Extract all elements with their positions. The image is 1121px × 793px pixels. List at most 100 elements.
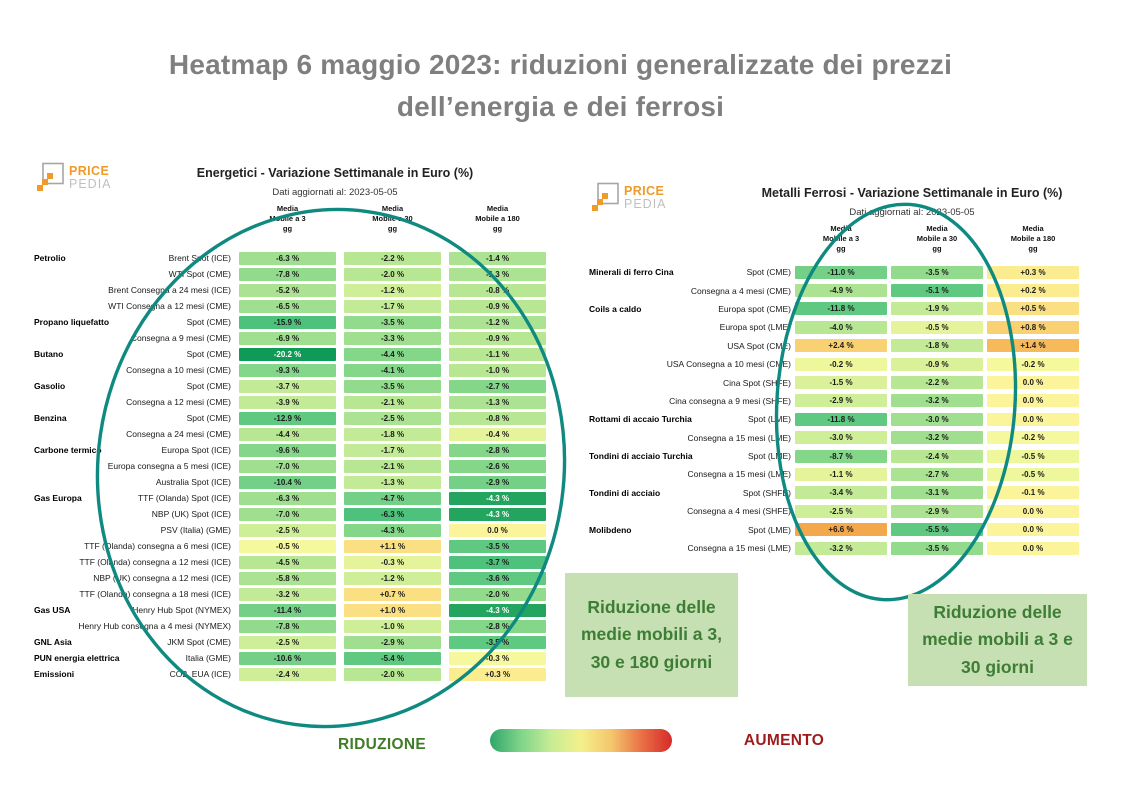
heatmap-row: Consegna a 15 mesi (LME) -3.2 % -3.5 % 0.0 …	[585, 539, 1110, 557]
series-label: Australia Spot (ICE)	[155, 477, 231, 487]
pricepedia-logo-icon	[592, 182, 619, 211]
heatmap-row: Carbone termico Europa Spot (ICE) -9.6 % -1…	[30, 442, 555, 458]
series-label: CO2, EUA (ICE)	[169, 669, 231, 679]
heatmap-row: TTF (Olanda) consegna a 6 mesi (ICE) -0.5…	[30, 538, 555, 554]
series-label: Cina Spot (SHFE)	[722, 377, 791, 388]
row-label-zone: GNL Asia JKM Spot (CME)	[30, 634, 231, 650]
heatmap-row: Petrolio Brent Spot (ICE) -6.3 % -2.2 % -1.4…	[30, 250, 555, 266]
heatmap-cell: -1.1 %	[795, 467, 887, 481]
heatmap-cell: -2.8 %	[449, 443, 546, 457]
heatmap-row: Butano Spot (CME) -20.2 % -4.4 % -1.1 %	[30, 346, 555, 362]
heatmap-cell: -10.6 %	[239, 651, 336, 665]
heatmap-row: Minerali di ferro Cina Spot (CME) -11.0 % -…	[585, 263, 1110, 281]
series-label: Spot (LME)	[748, 524, 791, 535]
series-label: Spot (CME)	[186, 413, 231, 423]
heatmap-cell: -0.2 %	[795, 357, 887, 371]
heatmap-cell: -1.1 %	[449, 347, 546, 361]
heatmap-cell: -15.9 %	[239, 315, 336, 329]
series-label: TTF (Olanda) Spot (ICE)	[137, 493, 231, 503]
table-subtitle-metalli: Dati aggiornati al: 2023-05-05	[849, 207, 975, 218]
heatmap-row: Gas Europa TTF (Olanda) Spot (ICE) -6.3 % -…	[30, 490, 555, 506]
row-label-zone: Consegna a 15 mesi (LME)	[585, 429, 791, 447]
heatmap-row: Tondini di acciaio Spot (SHFE) -3.4 % -3.1 …	[585, 484, 1110, 502]
heatmap-cell: -0.2 %	[987, 357, 1079, 371]
heatmap-cell: -1.7 %	[344, 443, 441, 457]
pricepedia-logo: PRICE PEDIA	[35, 162, 112, 194]
category-label: Rottami di accaio Turchia	[589, 414, 692, 425]
row-label-zone: Consegna a 12 mesi (CME)	[30, 394, 231, 410]
series-label: Henry Hub Spot (NYMEX)	[132, 605, 231, 615]
heatmap-cell: -2.5 %	[344, 411, 441, 425]
row-label-zone: Petrolio Brent Spot (ICE)	[30, 250, 231, 266]
heatmap-cell: -1.0 %	[344, 619, 441, 633]
heatmap-cell: -0.9 %	[449, 299, 546, 313]
heatmap-cell: -0.5 %	[891, 320, 983, 334]
heatmap-cell: -1.5 %	[795, 376, 887, 390]
series-label: Italia (GME)	[185, 653, 231, 663]
heatmap-cell: -3.9 %	[239, 395, 336, 409]
category-label: Coils a caldo	[589, 303, 642, 314]
row-label-zone: Australia Spot (ICE)	[30, 474, 231, 490]
series-label: Spot (CME)	[186, 317, 231, 327]
row-label-zone: NBP (UK) consegna a 12 mesi (ICE)	[30, 570, 231, 586]
series-label: Spot (LME)	[748, 414, 791, 425]
heatmap-cell: -4.4 %	[239, 427, 336, 441]
heatmap-cell: -0.9 %	[449, 331, 546, 345]
metalli-ferrosi-heatmap-panel: PRICE PEDIA Metalli Ferrosi - Variazione…	[585, 180, 1110, 600]
heatmap-cell: -1.2 %	[449, 315, 546, 329]
heatmap-cell: -1.4 %	[449, 251, 546, 265]
table-title-energetici: Energetici - Variazione Settimanale in E…	[196, 166, 474, 180]
heatmap-row: Gas USA Henry Hub Spot (NYMEX) -11.4 % +1.0…	[30, 602, 555, 618]
category-label: Tondini di acciaio	[589, 487, 661, 498]
heatmap-cell: -1.3 %	[344, 475, 441, 489]
heatmap-cell: +1.1 %	[344, 539, 441, 553]
category-label: Butano	[34, 349, 64, 359]
heatmap-row: Consegna a 9 mesi (CME) -6.9 % -3.3 % -0.9 …	[30, 330, 555, 346]
heatmap-cell: 0.0 %	[987, 541, 1079, 555]
heatmap-cell: +0.8 %	[987, 320, 1079, 334]
legend-increase-label: AUMENTO	[743, 732, 825, 749]
heatmap-row: Henry Hub consegna a 4 mesi (NYMEX) -7.8 …	[30, 618, 555, 634]
heatmap-cell: -10.4 %	[239, 475, 336, 489]
heatmap-cell: -11.8 %	[795, 302, 887, 316]
heatmap-cell: -3.5 %	[891, 541, 983, 555]
heatmap-cell: -0.5 %	[987, 449, 1079, 463]
heatmap-cell: -3.2 %	[795, 541, 887, 555]
row-label-zone: Consegna a 15 mesi (LME)	[585, 465, 791, 483]
series-label: Consegna a 12 mesi (CME)	[126, 397, 231, 407]
category-label: Carbone termico	[34, 445, 102, 455]
heatmap-cell: -4.9 %	[795, 284, 887, 298]
heatmap-row: Coils a caldo Europa spot (CME) -11.8 % -1.…	[585, 300, 1110, 318]
heatmap-cell: -2.7 %	[449, 379, 546, 393]
heatmap-cell: -2.9 %	[795, 394, 887, 408]
category-label: Minerali di ferro Cina	[589, 267, 674, 278]
row-label-zone: TTF (Olanda) consegna a 12 mesi (ICE)	[30, 554, 231, 570]
heatmap-cell: -3.5 %	[449, 539, 546, 553]
row-label-zone: Consegna a 4 mesi (CME)	[585, 281, 791, 299]
heatmap-cell: -2.1 %	[344, 459, 441, 473]
series-label: Europa spot (LME)	[719, 322, 791, 333]
row-label-zone: Emissioni CO2, EUA (ICE)	[30, 666, 231, 682]
heatmap-row: Emissioni CO2, EUA (ICE) -2.4 % -2.0 % +0.3 …	[30, 666, 555, 682]
heatmap-cell: -7.8 %	[239, 267, 336, 281]
heatmap-cell: -2.6 %	[449, 459, 546, 473]
heatmap-cell: -4.3 %	[344, 523, 441, 537]
row-label-zone: Europa consegna a 5 mesi (ICE)	[30, 458, 231, 474]
category-label: Gas USA	[34, 605, 71, 615]
heatmap-cell: -3.7 %	[239, 379, 336, 393]
heatmap-cell: -2.1 %	[344, 395, 441, 409]
series-label: Henry Hub consegna a 4 mesi (NYMEX)	[78, 621, 231, 631]
heatmap-cell: -3.7 %	[449, 555, 546, 569]
series-label: Consegna a 15 mesi (LME)	[687, 543, 791, 554]
row-label-zone: Benzina Spot (CME)	[30, 410, 231, 426]
heatmap-row: Cina consegna a 9 mesi (SHFE) -2.9 % -3.2 …	[585, 392, 1110, 410]
heatmap-cell: -5.4 %	[344, 651, 441, 665]
heatmap-cell: -3.6 %	[449, 571, 546, 585]
pricepedia-logo: PRICE PEDIA	[590, 182, 667, 214]
heatmap-cell: -3.5 %	[449, 635, 546, 649]
table-title-metalli: Metalli Ferrosi - Variazione Settimanale…	[761, 186, 1063, 200]
heatmap-cell: -9.6 %	[239, 443, 336, 457]
series-label: WTI Consegna a 12 mesi (CME)	[108, 301, 231, 311]
heatmap-cell: -2.0 %	[344, 267, 441, 281]
heatmap-cell: -3.5 %	[344, 379, 441, 393]
